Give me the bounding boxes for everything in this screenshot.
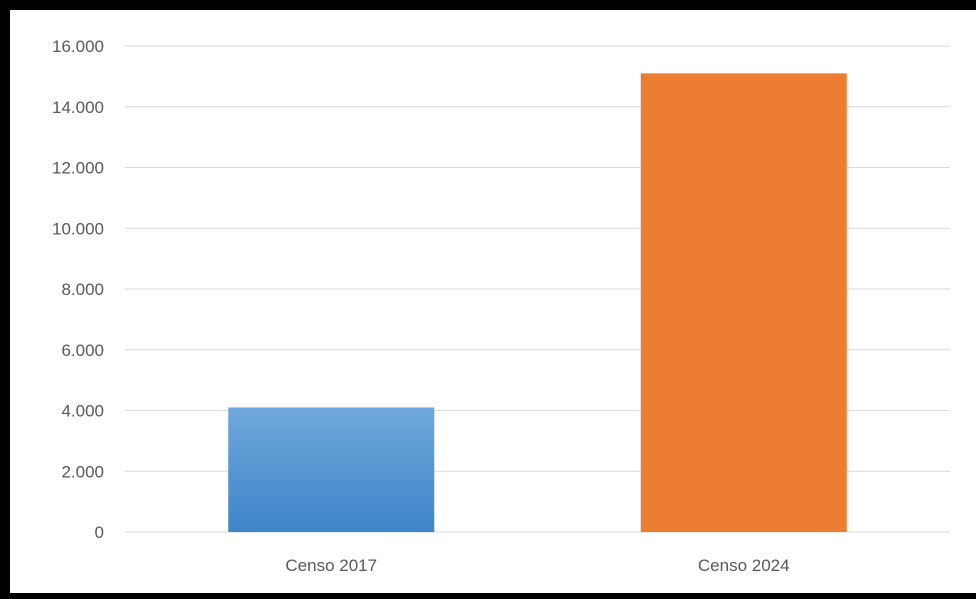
bar-censo-2024 bbox=[640, 73, 847, 533]
y-tick-label: 12.000 bbox=[52, 159, 104, 178]
x-axis-category-labels: Censo 2017 Censo 2024 bbox=[285, 556, 789, 575]
y-tick-label: 16.000 bbox=[52, 37, 104, 56]
x-category-label: Censo 2017 bbox=[285, 556, 377, 575]
bars bbox=[228, 73, 847, 533]
y-tick-label: 4.000 bbox=[61, 402, 104, 421]
y-tick-label: 0 bbox=[95, 523, 104, 542]
y-tick-label: 2.000 bbox=[61, 462, 104, 481]
y-tick-label: 8.000 bbox=[61, 280, 104, 299]
y-tick-label: 10.000 bbox=[52, 219, 104, 238]
y-axis-tick-labels: 0 2.000 4.000 6.000 8.000 10.000 12.000 14.000 1… bbox=[52, 37, 104, 542]
bar-censo-2017 bbox=[228, 407, 435, 532]
y-tick-label: 6.000 bbox=[61, 341, 104, 360]
x-category-label: Censo 2024 bbox=[698, 556, 790, 575]
y-tick-label: 14.000 bbox=[52, 98, 104, 117]
